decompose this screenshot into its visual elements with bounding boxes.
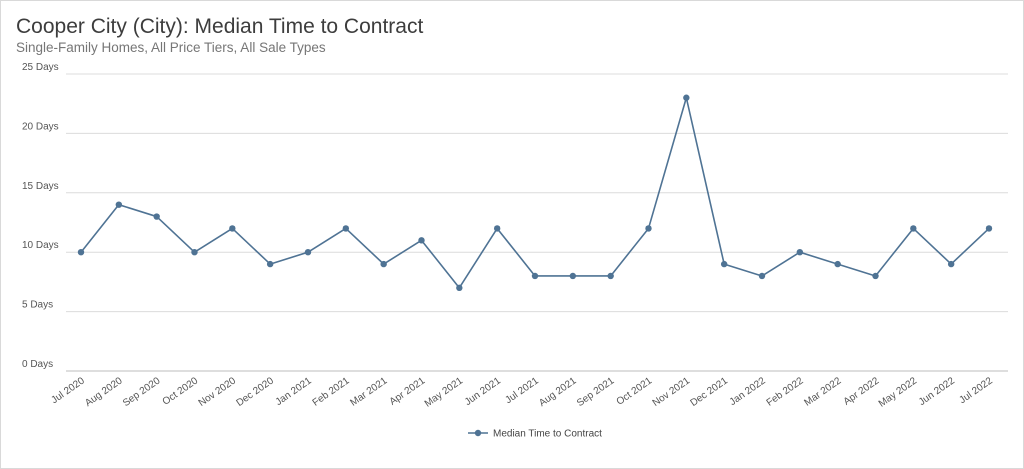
x-tick-label: Sep 2021 [575,375,617,409]
chart-subtitle: Single-Family Homes, All Price Tiers, Al… [16,40,326,55]
x-tick-label: Jan 2022 [728,375,768,408]
data-point[interactable] [645,225,652,232]
x-tick-label: Dec 2021 [689,375,731,409]
data-point[interactable] [569,272,577,280]
gridlines [66,73,1008,372]
x-tick-label: Aug 2020 [83,375,125,409]
data-point[interactable] [456,284,463,292]
data-point[interactable] [380,260,387,268]
legend-label[interactable]: Median Time to Contract [493,429,602,440]
x-tick-label: Feb 2021 [311,375,352,408]
data-point[interactable] [304,249,312,256]
data-point[interactable] [947,260,955,268]
y-tick-label: 10 Days [22,240,59,251]
x-tick-label: May 2022 [877,375,920,409]
x-tick-label: Jan 2021 [274,375,314,408]
y-tick-label: 5 Days [22,300,53,311]
x-tick-label: Feb 2022 [765,375,806,408]
x-tick-label: Jul 2020 [49,375,87,406]
data-point[interactable] [796,249,804,256]
chart-title: Cooper City (City): Median Time to Contr… [16,15,424,38]
data-point[interactable] [266,260,274,268]
x-tick-label: Nov 2020 [197,375,239,409]
data-point[interactable] [607,272,614,280]
data-point[interactable] [720,260,728,268]
x-tick-label: Mar 2022 [802,375,843,408]
x-tick-label: Apr 2021 [388,375,428,408]
y-axis: 0 Days 5 Days 10 Days 15 Days 20 Days 25 Days [22,62,59,370]
x-tick-label: May 2021 [423,375,466,409]
y-tick-label: 0 Days [22,359,53,370]
data-point[interactable] [834,260,841,268]
x-tick-label: Jun 2021 [463,375,503,408]
data-point[interactable] [229,225,236,232]
data-point[interactable] [77,249,85,256]
data-point[interactable] [342,225,350,232]
data-point[interactable] [493,225,501,232]
series-layer [77,94,993,292]
data-point[interactable] [418,237,425,244]
data-point[interactable] [683,94,690,101]
y-tick-label: 20 Days [22,121,59,132]
data-point[interactable] [872,272,879,280]
x-tick-label: Nov 2021 [651,375,693,409]
data-point[interactable] [985,225,993,232]
data-point[interactable] [758,272,766,280]
x-tick-label: Apr 2022 [842,375,882,408]
x-tick-label: Jul 2022 [957,375,995,406]
y-tick-label: 15 Days [22,181,59,192]
legend-marker [474,429,482,437]
x-tick-label: Oct 2020 [161,375,201,408]
x-tick-label: Jun 2022 [917,375,957,408]
data-point[interactable] [191,249,198,256]
x-tick-label: Jul 2021 [503,375,541,406]
x-tick-label: Mar 2021 [348,375,389,408]
x-tick-label: Sep 2020 [121,375,163,409]
data-point[interactable] [910,225,917,232]
data-point[interactable] [531,272,539,280]
data-point[interactable] [153,213,160,220]
x-tick-label: Dec 2020 [235,375,277,409]
x-tick-label: Aug 2021 [537,375,579,409]
legend[interactable]: Median Time to Contract [468,429,602,440]
y-tick-label: 25 Days [22,62,59,73]
x-tick-label: Oct 2021 [615,375,655,408]
data-point[interactable] [115,201,123,208]
